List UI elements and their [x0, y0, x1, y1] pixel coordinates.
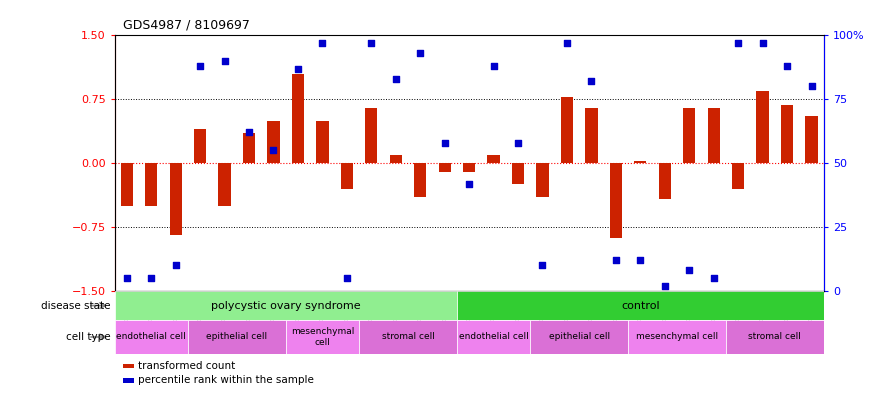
Bar [123, 378, 134, 383]
Text: endothelial cell: endothelial cell [459, 332, 529, 342]
Point [756, 40, 770, 46]
Text: disease state: disease state [41, 301, 110, 310]
Bar [194, 129, 206, 163]
Bar [359, 320, 457, 354]
Point [731, 40, 745, 46]
Bar [457, 320, 530, 354]
Bar [285, 320, 359, 354]
Bar [487, 154, 500, 163]
Bar [634, 162, 647, 163]
Text: control: control [621, 301, 660, 310]
Bar [292, 73, 304, 163]
Point [266, 147, 280, 153]
Bar [414, 163, 426, 197]
Text: polycystic ovary syndrome: polycystic ovary syndrome [211, 301, 360, 310]
Point [511, 140, 525, 146]
Point [242, 129, 256, 136]
Bar [267, 121, 279, 163]
Bar [121, 163, 133, 206]
Bar [512, 163, 524, 184]
Bar [561, 97, 573, 163]
Bar [757, 91, 769, 163]
Bar [732, 163, 744, 189]
Bar [341, 163, 353, 189]
Bar [366, 108, 377, 163]
Point [658, 283, 672, 289]
Text: epithelial cell: epithelial cell [549, 332, 610, 342]
Bar [659, 163, 671, 199]
Point [144, 275, 159, 281]
Point [168, 262, 182, 268]
Bar [726, 320, 824, 354]
Bar [683, 108, 695, 163]
Bar [537, 163, 549, 197]
Point [218, 58, 232, 64]
Text: stromal cell: stromal cell [748, 332, 801, 342]
Text: percentile rank within the sample: percentile rank within the sample [138, 375, 315, 385]
Text: cell type: cell type [65, 332, 110, 342]
Point [291, 65, 305, 72]
Point [120, 275, 134, 281]
Point [584, 78, 598, 84]
Point [340, 275, 354, 281]
Point [389, 75, 403, 82]
Bar [115, 320, 188, 354]
Point [682, 267, 696, 274]
Bar [169, 163, 181, 235]
Point [315, 40, 329, 46]
Bar [585, 108, 597, 163]
Point [707, 275, 721, 281]
Bar [123, 364, 134, 369]
Point [560, 40, 574, 46]
Bar [805, 116, 818, 163]
Point [486, 63, 500, 69]
Bar [145, 163, 158, 206]
Point [536, 262, 550, 268]
Point [609, 257, 623, 263]
Bar [389, 154, 402, 163]
Text: stromal cell: stromal cell [381, 332, 434, 342]
Text: mesenchymal cell: mesenchymal cell [636, 332, 718, 342]
Bar [610, 163, 622, 238]
Bar [439, 163, 451, 172]
Point [780, 63, 794, 69]
Text: GDS4987 / 8109697: GDS4987 / 8109697 [123, 18, 250, 31]
Bar [188, 320, 285, 354]
Bar [530, 320, 628, 354]
Bar [457, 291, 824, 320]
Text: transformed count: transformed count [138, 361, 235, 371]
Bar [628, 320, 726, 354]
Bar [781, 105, 793, 163]
Bar [218, 163, 231, 206]
Bar [463, 163, 475, 172]
Point [804, 83, 818, 90]
Point [413, 50, 427, 56]
Point [463, 180, 477, 187]
Bar [243, 133, 255, 163]
Point [633, 257, 648, 263]
Point [438, 140, 452, 146]
Text: epithelial cell: epithelial cell [206, 332, 267, 342]
Point [364, 40, 378, 46]
Bar [115, 291, 457, 320]
Bar [707, 108, 720, 163]
Text: endothelial cell: endothelial cell [116, 332, 186, 342]
Bar [316, 121, 329, 163]
Text: mesenchymal
cell: mesenchymal cell [291, 327, 354, 347]
Point [193, 63, 207, 69]
